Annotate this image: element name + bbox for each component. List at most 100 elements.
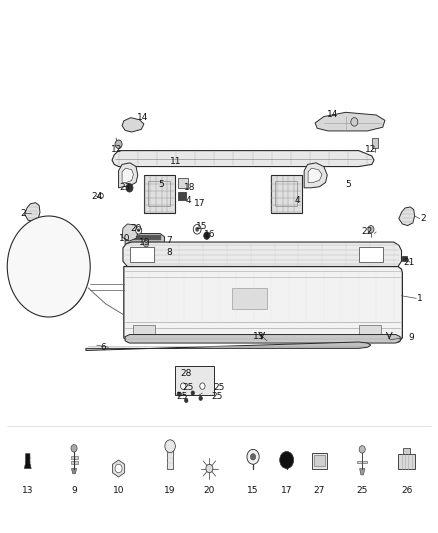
Bar bbox=[403, 256, 407, 261]
Bar bbox=[128, 252, 161, 256]
Polygon shape bbox=[125, 233, 164, 249]
Circle shape bbox=[359, 446, 365, 453]
Text: 8: 8 bbox=[166, 248, 172, 257]
Text: 25: 25 bbox=[213, 383, 225, 392]
Bar bbox=[359, 325, 381, 337]
Bar bbox=[271, 175, 302, 213]
Text: 18: 18 bbox=[184, 183, 195, 192]
Text: 6: 6 bbox=[100, 343, 106, 352]
Polygon shape bbox=[86, 342, 371, 351]
Circle shape bbox=[280, 451, 293, 469]
Polygon shape bbox=[112, 151, 374, 166]
Polygon shape bbox=[25, 203, 40, 221]
Polygon shape bbox=[113, 460, 125, 477]
Text: 24: 24 bbox=[91, 192, 102, 201]
Text: 19: 19 bbox=[139, 238, 151, 247]
Text: 19: 19 bbox=[164, 486, 176, 495]
Text: 16: 16 bbox=[204, 230, 215, 239]
Text: 1: 1 bbox=[417, 294, 423, 303]
Text: 14: 14 bbox=[327, 110, 338, 119]
Circle shape bbox=[251, 454, 256, 460]
Text: 15: 15 bbox=[247, 486, 259, 495]
Text: 25: 25 bbox=[357, 486, 368, 495]
Bar bbox=[14, 284, 83, 288]
Circle shape bbox=[138, 229, 140, 232]
Text: 25: 25 bbox=[176, 392, 187, 401]
Bar bbox=[311, 453, 327, 469]
Polygon shape bbox=[71, 469, 77, 474]
Circle shape bbox=[191, 391, 194, 395]
Circle shape bbox=[165, 440, 175, 453]
Text: 5: 5 bbox=[345, 180, 351, 189]
Text: 4: 4 bbox=[186, 196, 191, 205]
Bar bbox=[359, 247, 383, 262]
Bar bbox=[14, 278, 83, 284]
Circle shape bbox=[177, 392, 180, 396]
Circle shape bbox=[368, 225, 374, 233]
Polygon shape bbox=[399, 207, 415, 225]
Bar bbox=[71, 461, 78, 464]
Text: 14: 14 bbox=[137, 113, 148, 122]
Text: 23: 23 bbox=[120, 183, 131, 192]
Text: 15: 15 bbox=[196, 222, 207, 231]
Polygon shape bbox=[308, 168, 322, 182]
Circle shape bbox=[115, 464, 122, 473]
Text: 17: 17 bbox=[281, 486, 293, 495]
Polygon shape bbox=[123, 242, 402, 266]
Text: 20: 20 bbox=[131, 224, 142, 233]
Circle shape bbox=[126, 183, 133, 192]
Text: 25: 25 bbox=[183, 383, 194, 392]
Text: 17: 17 bbox=[194, 199, 205, 208]
Bar bbox=[167, 446, 173, 469]
Circle shape bbox=[115, 140, 122, 149]
Polygon shape bbox=[125, 335, 400, 343]
Circle shape bbox=[99, 193, 103, 198]
Text: 2: 2 bbox=[420, 214, 426, 223]
Circle shape bbox=[7, 216, 90, 317]
Bar bbox=[16, 254, 81, 278]
Bar bbox=[128, 241, 161, 247]
Circle shape bbox=[184, 398, 188, 402]
Bar bbox=[314, 455, 325, 466]
Text: 21: 21 bbox=[403, 258, 415, 266]
Text: 20: 20 bbox=[204, 486, 215, 495]
Polygon shape bbox=[119, 163, 138, 188]
Text: 25: 25 bbox=[211, 392, 223, 401]
Bar bbox=[144, 175, 175, 213]
Polygon shape bbox=[24, 454, 31, 469]
Bar bbox=[133, 325, 155, 337]
Bar bbox=[275, 181, 297, 206]
Polygon shape bbox=[360, 469, 365, 475]
Polygon shape bbox=[124, 266, 403, 342]
Polygon shape bbox=[122, 224, 138, 241]
Text: 7: 7 bbox=[166, 237, 172, 246]
Circle shape bbox=[206, 464, 213, 473]
Text: 4: 4 bbox=[295, 196, 300, 205]
Text: 9: 9 bbox=[408, 333, 414, 342]
Circle shape bbox=[247, 449, 259, 464]
Circle shape bbox=[200, 383, 205, 389]
Bar bbox=[71, 456, 78, 459]
Text: 11: 11 bbox=[170, 157, 181, 166]
Text: 28: 28 bbox=[180, 369, 192, 378]
Circle shape bbox=[71, 445, 77, 452]
Circle shape bbox=[144, 240, 149, 247]
Circle shape bbox=[204, 232, 210, 239]
Text: 13: 13 bbox=[22, 486, 34, 495]
Bar bbox=[372, 138, 378, 149]
Polygon shape bbox=[304, 163, 327, 188]
Bar bbox=[128, 235, 161, 240]
Bar bbox=[232, 288, 267, 309]
Bar bbox=[178, 178, 187, 188]
Text: 10: 10 bbox=[113, 486, 124, 495]
Circle shape bbox=[136, 227, 142, 234]
Polygon shape bbox=[315, 112, 385, 131]
Polygon shape bbox=[122, 118, 144, 132]
Circle shape bbox=[193, 224, 201, 234]
Bar bbox=[398, 454, 416, 469]
Text: 26: 26 bbox=[401, 486, 413, 495]
Text: 2: 2 bbox=[21, 209, 26, 218]
Text: 12: 12 bbox=[111, 145, 123, 154]
Text: 12: 12 bbox=[365, 145, 377, 154]
Text: 27: 27 bbox=[314, 486, 325, 495]
